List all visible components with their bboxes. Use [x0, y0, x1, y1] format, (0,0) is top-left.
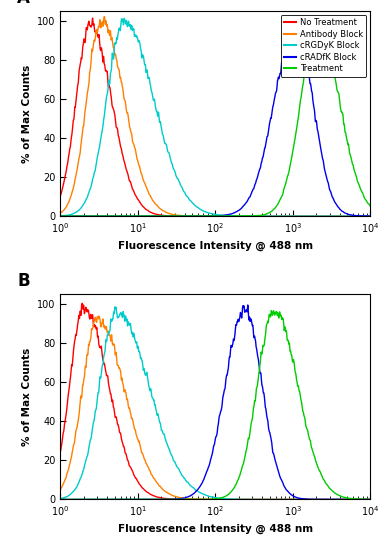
Text: A: A	[17, 0, 30, 6]
Legend: No Treatment, Antibody Block, cRGDyK Block, cRADfK Block, Treatment: No Treatment, Antibody Block, cRGDyK Blo…	[280, 15, 366, 77]
Text: B: B	[17, 272, 30, 290]
X-axis label: Fluorescence Intensity @ 488 nm: Fluorescence Intensity @ 488 nm	[118, 524, 313, 534]
X-axis label: Fluorescence Intensity @ 488 nm: Fluorescence Intensity @ 488 nm	[118, 240, 313, 251]
Y-axis label: % of Max Counts: % of Max Counts	[22, 64, 32, 163]
Y-axis label: % of Max Counts: % of Max Counts	[22, 347, 32, 446]
